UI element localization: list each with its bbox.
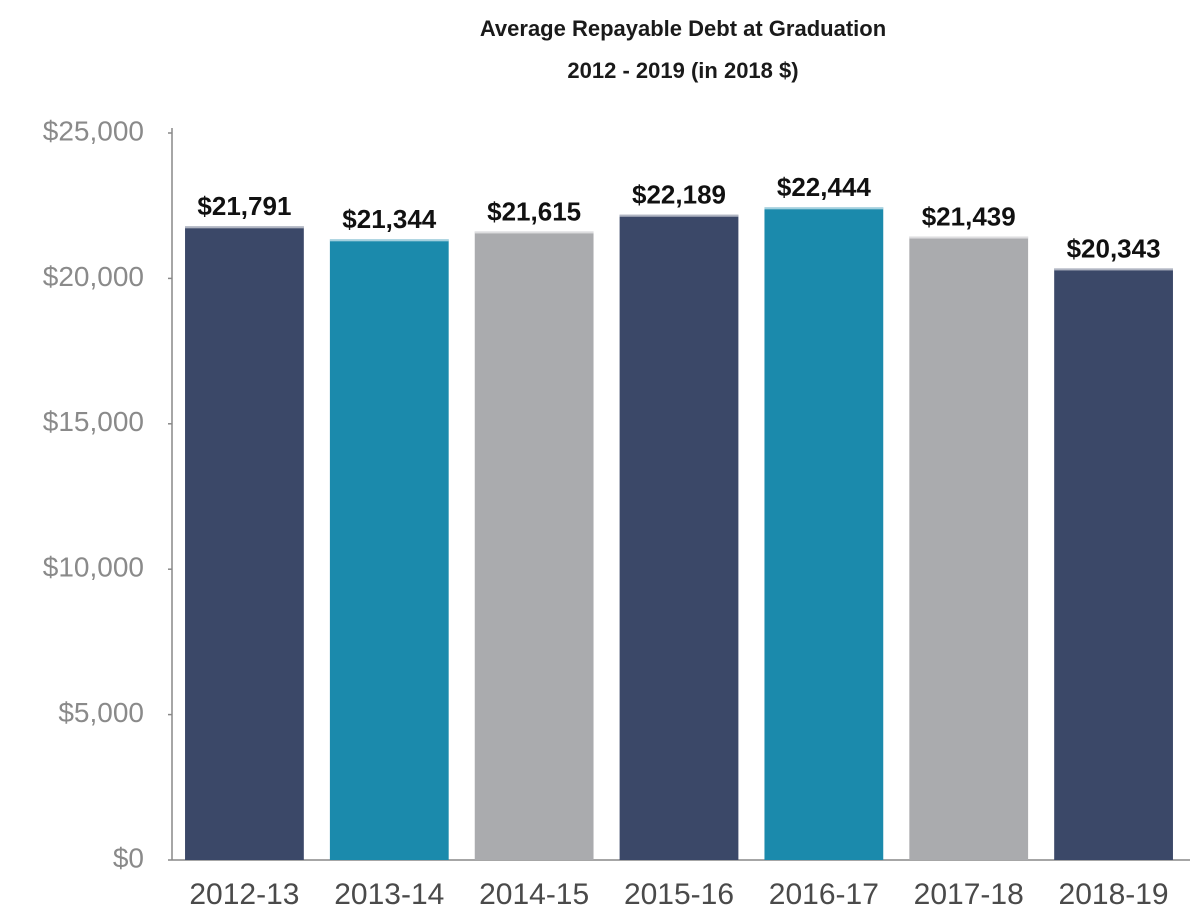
chart-subtitle: 2012 - 2019 (in 2018 $) — [567, 58, 798, 83]
y-tick-label: $20,000 — [43, 261, 144, 292]
bar — [764, 207, 884, 860]
bar — [185, 226, 304, 860]
y-tick-label: $10,000 — [43, 552, 144, 583]
x-tick-label: 2018-19 — [1059, 878, 1169, 911]
bar-top — [909, 236, 1029, 239]
bar-top — [329, 239, 449, 242]
value-label: $21,791 — [197, 191, 291, 221]
bar — [474, 231, 594, 861]
x-tick-label: 2015-16 — [624, 878, 734, 911]
bar-top — [764, 207, 884, 210]
x-tick-label: 2012-13 — [189, 878, 299, 911]
bar — [1054, 268, 1173, 861]
value-label: $21,439 — [922, 201, 1016, 231]
value-label: $22,444 — [777, 172, 872, 202]
x-tick-label: 2016-17 — [769, 878, 879, 911]
value-label: $21,615 — [487, 196, 581, 226]
chart-title: Average Repayable Debt at Graduation — [480, 16, 886, 41]
y-tick-label: $5,000 — [58, 697, 144, 728]
x-tick-label: 2017-18 — [914, 878, 1024, 911]
value-label: $22,189 — [632, 180, 726, 210]
y-tick-label: $25,000 — [43, 115, 144, 146]
x-tick-label: 2013-14 — [334, 878, 444, 911]
bar-top — [474, 231, 594, 234]
bar — [909, 236, 1029, 860]
bar-top — [619, 214, 739, 217]
bar — [329, 239, 449, 861]
x-tick-label: 2014-15 — [479, 878, 589, 911]
bar-top — [1054, 268, 1173, 271]
value-label: $20,343 — [1067, 233, 1161, 263]
y-tick-label: $15,000 — [43, 406, 144, 437]
bar-top — [185, 226, 304, 229]
y-tick-label: $0 — [113, 842, 144, 873]
value-label: $21,344 — [342, 204, 437, 234]
bar — [619, 214, 739, 860]
